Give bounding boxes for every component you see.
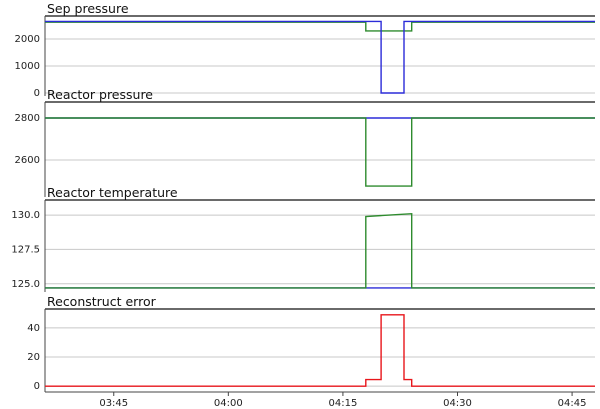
panel-title: Reconstruct error	[47, 294, 157, 309]
y-tick-label: 127.5	[11, 244, 40, 255]
series-line	[45, 212, 595, 289]
y-tick-label: 0	[34, 381, 40, 392]
series-line	[45, 117, 595, 187]
x-tick-label: 04:30	[443, 398, 472, 409]
y-tick-label: 130.0	[11, 210, 40, 221]
series-line	[45, 314, 595, 387]
y-tick-label: 2600	[15, 155, 40, 166]
y-tick-label: 2800	[15, 113, 40, 124]
y-tick-label: 20	[27, 352, 40, 363]
x-tick-label: 03:45	[99, 398, 128, 409]
panel-title: Sep pressure	[47, 1, 129, 16]
series-line	[45, 21, 595, 32]
y-tick-label: 0	[34, 88, 40, 99]
y-tick-label: 1000	[15, 61, 40, 72]
x-tick-label: 04:45	[558, 398, 587, 409]
x-tick-label: 04:00	[214, 398, 243, 409]
panel-title: Reactor pressure	[47, 87, 153, 102]
x-tick-label: 04:15	[329, 398, 358, 409]
y-tick-label: 125.0	[11, 279, 40, 290]
panel-title: Reactor temperature	[47, 185, 178, 200]
y-tick-label: 40	[27, 323, 40, 334]
series-line	[45, 20, 595, 94]
y-tick-label: 2000	[15, 34, 40, 45]
